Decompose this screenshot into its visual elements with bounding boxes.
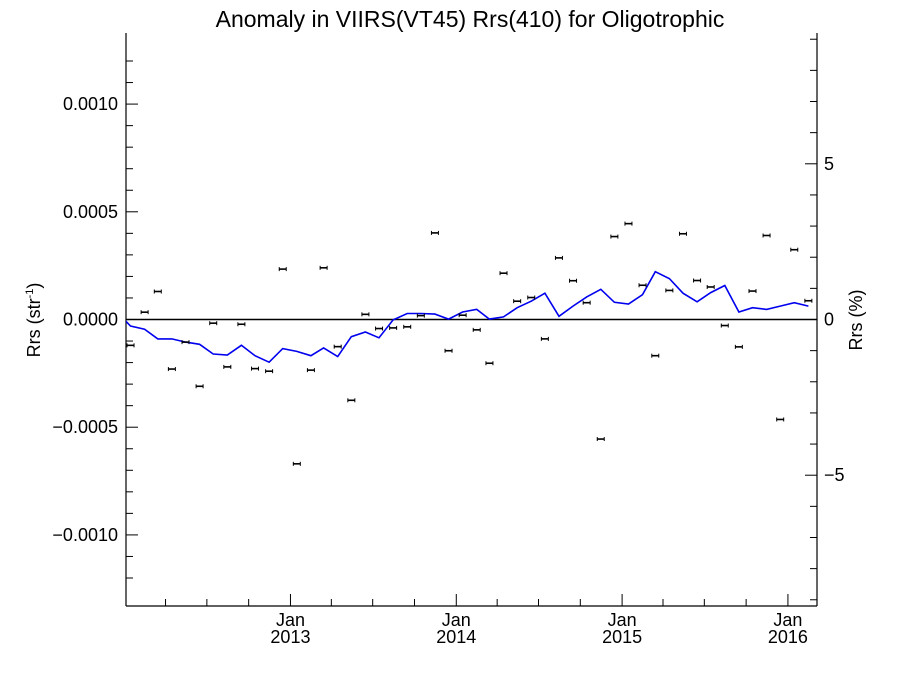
anomaly-point [181, 340, 190, 345]
anomaly-point [347, 398, 356, 403]
anomaly-point [554, 255, 563, 260]
anomaly-point [209, 321, 218, 326]
anomaly-point [527, 295, 536, 300]
anomaly-point [582, 300, 591, 305]
anomaly-point [762, 233, 771, 238]
anomaly-point [403, 324, 412, 329]
anomaly-point [693, 278, 702, 283]
anomaly-point [678, 231, 687, 236]
anomaly-point [624, 221, 633, 226]
anomaly-point [389, 325, 398, 330]
anomaly-point [237, 322, 246, 327]
x-tick-year: 2014 [436, 627, 476, 647]
x-tick-month: Jan [773, 610, 802, 630]
anomaly-point [195, 384, 204, 389]
anomaly-point [333, 344, 342, 349]
x-tick-year: 2016 [768, 627, 808, 647]
anomaly-point [748, 289, 757, 294]
anomaly-point [651, 353, 660, 358]
anomaly-point [569, 278, 578, 283]
anomaly-point [610, 234, 619, 239]
anomaly-point [790, 247, 799, 252]
anomaly-point [472, 327, 481, 332]
right-tick-label: −5 [824, 465, 845, 485]
x-tick-year: 2013 [270, 627, 310, 647]
x-tick-year: 2015 [602, 627, 642, 647]
anomaly-point [430, 230, 439, 235]
left-tick-label: 0.0010 [63, 94, 118, 114]
left-tick-label: −0.0005 [52, 417, 118, 437]
anomaly-point [265, 369, 274, 374]
anomaly-point [706, 284, 715, 289]
anomaly-point [126, 343, 135, 348]
anomaly-point [416, 313, 425, 318]
anomaly-point [540, 336, 549, 341]
anomaly-point [804, 298, 813, 303]
anomaly-point [458, 313, 467, 318]
chart-title: Anomaly in VIIRS(VT45) Rrs(410) for Olig… [216, 6, 725, 32]
anomaly-point [319, 265, 328, 270]
x-tick-month: Jan [608, 610, 637, 630]
anomaly-point [140, 310, 149, 315]
anomaly-point [375, 326, 384, 331]
x-tick-month: Jan [442, 610, 471, 630]
anomaly-point [485, 361, 494, 366]
anomaly-point [444, 348, 453, 353]
anomaly-point [776, 417, 785, 422]
anomaly-point [513, 299, 522, 304]
anomaly-point [278, 267, 287, 272]
left-tick-label: 0.0005 [63, 202, 118, 222]
y-axis-label-left: Rrs (str-1) [24, 283, 44, 358]
right-tick-label: 5 [824, 154, 834, 174]
anomaly-point [734, 344, 743, 349]
anomaly-point [292, 461, 301, 466]
anomaly-point [167, 367, 176, 372]
left-tick-label: 0.0000 [63, 310, 118, 330]
trend-line [126, 270, 809, 364]
right-tick-label: 0 [824, 310, 834, 330]
anomaly-point [596, 437, 605, 442]
x-tick-month: Jan [276, 610, 305, 630]
anomaly-point [638, 283, 647, 288]
left-axis: 0.0010 0.0005 0.0000 −0.0005 −0.0010 [52, 60, 138, 579]
anomaly-point [499, 271, 508, 276]
left-tick-label: −0.0010 [52, 525, 118, 545]
trend-line-layer [126, 270, 809, 364]
anomaly-point [251, 366, 260, 371]
anomaly-point [153, 289, 162, 294]
y-axis-label-right: Rrs (%) [846, 290, 866, 351]
anomaly-point [361, 312, 370, 317]
right-axis: 5 0 −5 [805, 38, 845, 601]
anomaly-points-layer [126, 221, 813, 466]
anomaly-point [306, 368, 315, 373]
anomaly-point [665, 288, 674, 293]
anomaly-point [720, 323, 729, 328]
anomaly-point [223, 364, 232, 369]
